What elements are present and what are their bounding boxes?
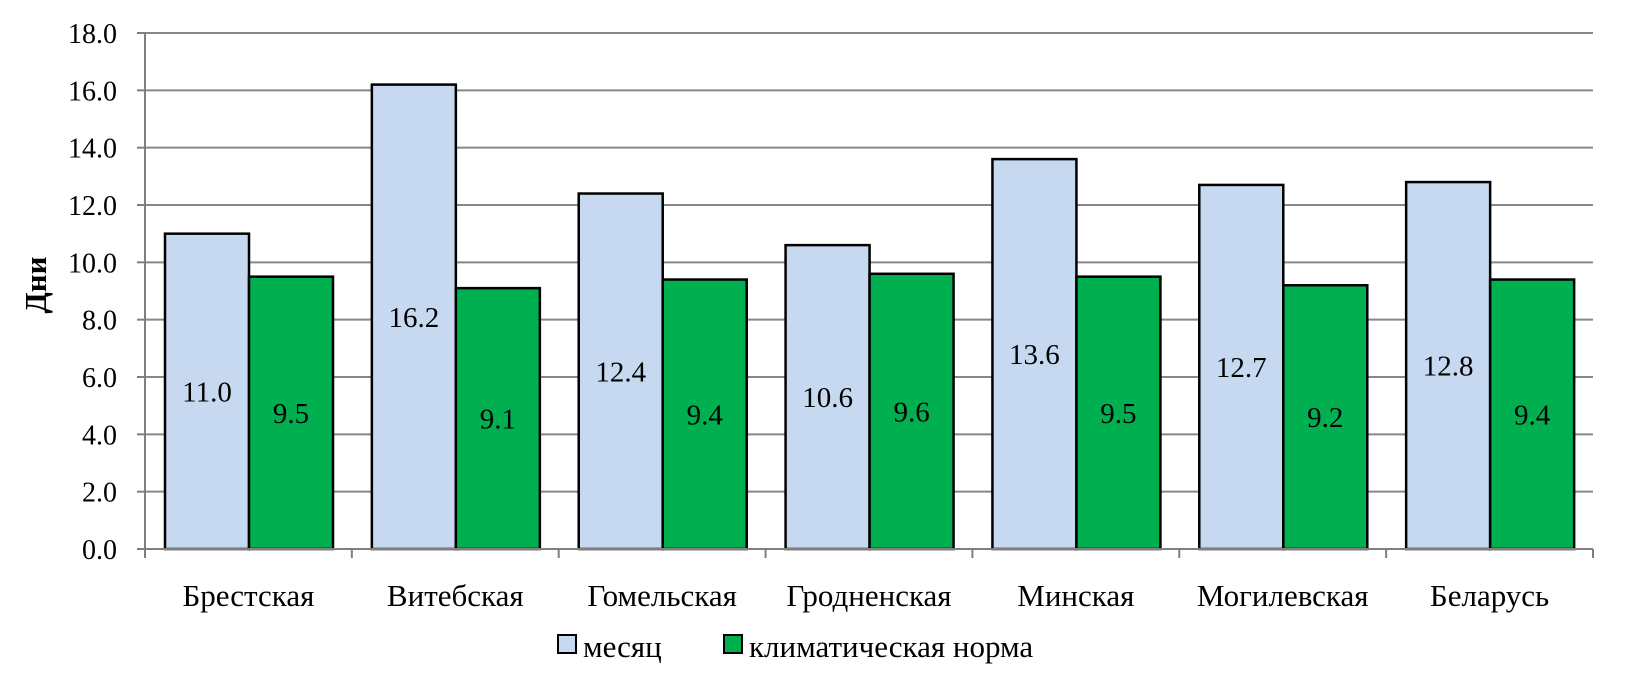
y-tick-label: 8.0 bbox=[82, 306, 117, 337]
data-label: 16.2 bbox=[388, 302, 439, 334]
data-label: 11.0 bbox=[182, 376, 232, 408]
legend-swatch-month bbox=[557, 634, 577, 654]
bar-climate-norm bbox=[1282, 284, 1369, 551]
data-label: 9.6 bbox=[893, 396, 929, 428]
axes bbox=[137, 32, 1594, 558]
data-label: 9.5 bbox=[1100, 398, 1136, 430]
x-tick-label: Минская bbox=[1017, 578, 1134, 613]
x-tick-label: Могилевская bbox=[1197, 578, 1369, 613]
x-tick-label: Беларусь bbox=[1430, 578, 1549, 613]
data-label: 10.6 bbox=[802, 382, 853, 414]
y-tick-label: 10.0 bbox=[68, 248, 117, 279]
y-tick-label: 16.0 bbox=[68, 76, 117, 107]
x-tick-label: Гродненская bbox=[786, 578, 951, 613]
y-tick-label: 6.0 bbox=[82, 363, 117, 394]
legend: месяц климатическая норма bbox=[557, 629, 1033, 664]
y-tick-label: 14.0 bbox=[68, 134, 117, 165]
data-label: 13.6 bbox=[1009, 339, 1060, 371]
bar-month bbox=[1404, 180, 1492, 551]
data-label: 12.4 bbox=[595, 356, 646, 388]
bar-climate-norm bbox=[868, 272, 955, 551]
data-label: 9.2 bbox=[1307, 402, 1343, 434]
y-tick-label: 4.0 bbox=[82, 420, 117, 451]
bars bbox=[163, 83, 1576, 551]
data-label: 9.4 bbox=[1514, 399, 1551, 431]
data-label: 9.5 bbox=[273, 398, 309, 430]
data-label: 12.7 bbox=[1216, 352, 1267, 384]
y-tick-label: 2.0 bbox=[82, 478, 117, 509]
y-tick-label: 12.0 bbox=[68, 191, 117, 222]
bar-month bbox=[1198, 183, 1285, 551]
bar-climate-norm bbox=[454, 286, 542, 551]
bar-climate-norm bbox=[1488, 278, 1576, 551]
legend-label-climate-norm: климатическая норма bbox=[749, 629, 1033, 664]
legend-swatch-climate-norm bbox=[723, 634, 743, 654]
x-tick-label: Витебская bbox=[387, 578, 524, 613]
data-label: 9.4 bbox=[687, 399, 724, 431]
bar-climate-norm bbox=[247, 275, 335, 551]
labels: 0.0 2.0 4.0 6.0 8.0 10.0 12.0 14.0 16.0 18.0 11.0 1… bbox=[68, 19, 1551, 613]
data-label: 12.8 bbox=[1423, 351, 1474, 383]
x-tick-label: Гомельская bbox=[587, 578, 736, 613]
x-tick-label: Брестская bbox=[182, 578, 314, 613]
legend-label-month: месяц bbox=[583, 629, 662, 664]
data-label: 9.1 bbox=[480, 404, 516, 436]
y-tick-label: 18.0 bbox=[68, 19, 117, 50]
y-axis-label: Дни bbox=[18, 256, 53, 313]
y-tick-label: 0.0 bbox=[82, 535, 117, 566]
bar-climate-norm bbox=[1075, 275, 1162, 551]
